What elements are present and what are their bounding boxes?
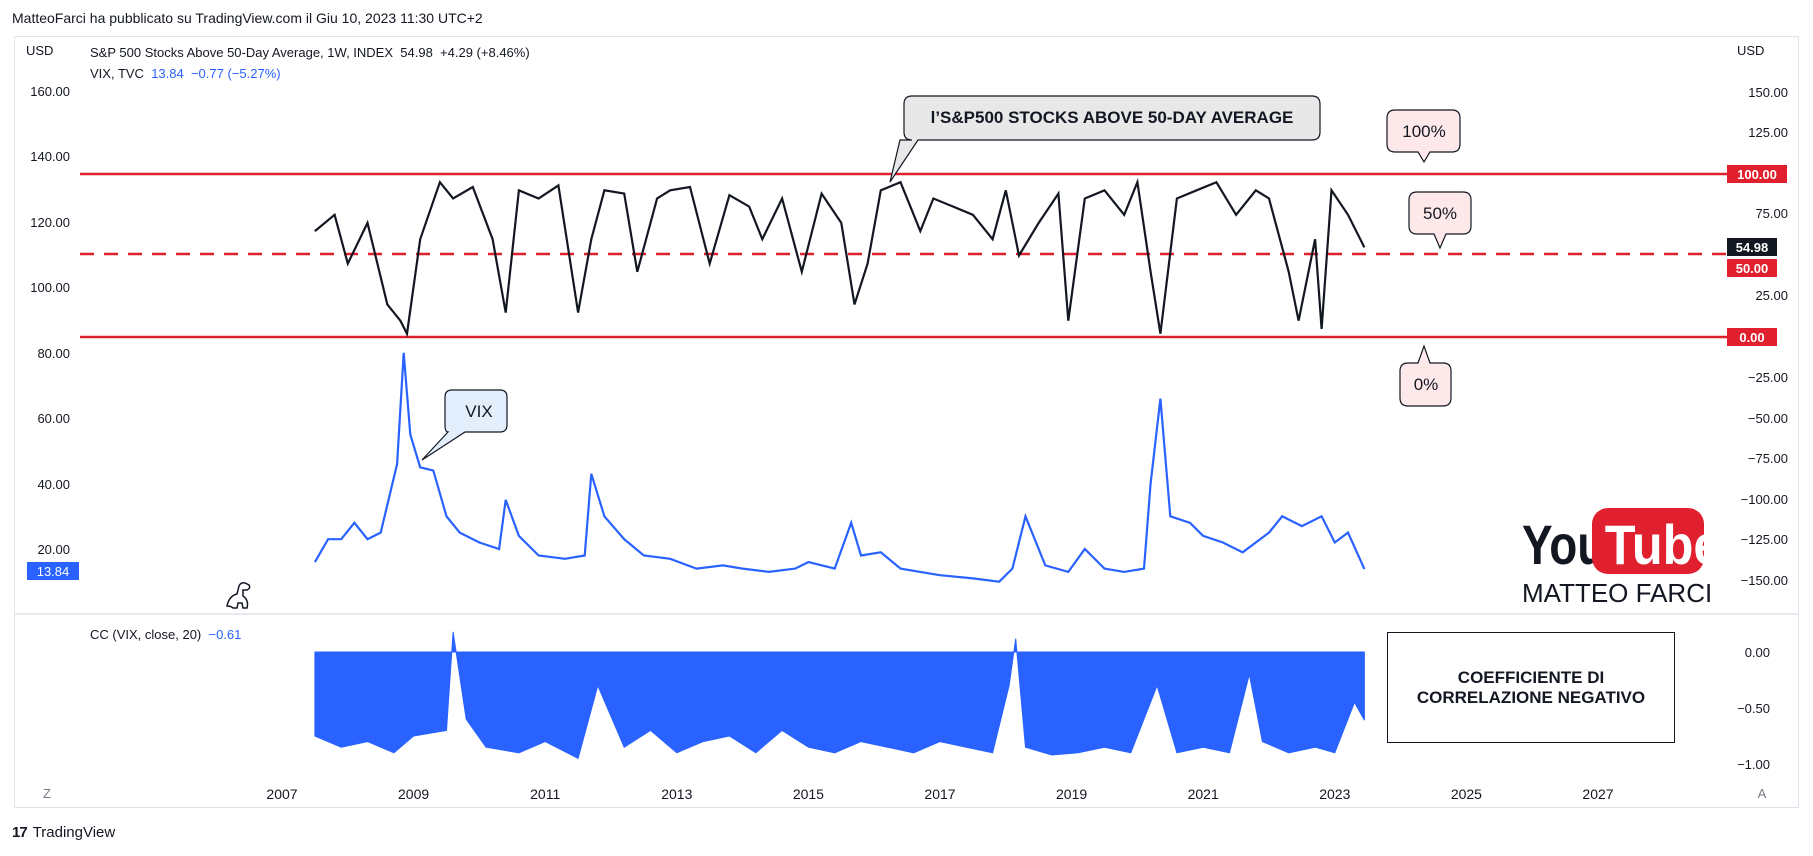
right-tick-label: 25.00 <box>1755 288 1788 303</box>
corr-line1: COEFFICIENTE DI <box>1457 667 1605 687</box>
x-tick-label: 2023 <box>1319 786 1350 802</box>
pct0-callout[interactable]: 0% <box>1399 344 1452 407</box>
cc-tick-label: 0.00 <box>1745 645 1770 660</box>
left-tick-label: 40.00 <box>37 477 70 492</box>
x-tick-label: 2021 <box>1188 786 1219 802</box>
vix-last-badge <box>27 562 79 580</box>
auto-scale-right-button[interactable]: A <box>1758 786 1767 801</box>
yt-word2: Tube <box>1605 515 1722 577</box>
publish-header: MatteoFarci ha pubblicato su TradingView… <box>12 10 483 26</box>
hl-top-label: 100.00 <box>1737 167 1777 182</box>
left-tick-label: 160.00 <box>30 84 70 99</box>
legend-vix-change: −0.77 (−5.27%) <box>190 66 281 81</box>
series-price-line[interactable] <box>314 178 1366 338</box>
x-tick-label: 2007 <box>266 786 297 802</box>
right-tick-label: −100.00 <box>1741 492 1788 507</box>
pct0-text: 0% <box>1414 375 1439 394</box>
chart-frame <box>14 36 1799 808</box>
legend-cc-name: CC (VIX, close, 20) <box>90 627 202 642</box>
title-callout[interactable]: l’S&P500 STOCKS ABOVE 50-DAY AVERAGE <box>889 95 1321 183</box>
legend-vix[interactable]: VIX, TVC 13.84 −0.77 (−5.27%) <box>90 66 281 81</box>
right-tick-label: −150.00 <box>1741 573 1788 588</box>
tradingview-logo-icon: 17 <box>12 824 28 841</box>
right-tick-label: −25.00 <box>1748 370 1788 385</box>
left-tick-label: 100.00 <box>30 280 70 295</box>
x-tick-label: 2015 <box>793 786 824 802</box>
x-tick-label: 2011 <box>530 786 560 802</box>
footer-brand: TradingView <box>32 824 116 841</box>
series-cc-area[interactable] <box>314 631 1365 760</box>
legend-cc[interactable]: CC (VIX, close, 20) −0.61 <box>90 627 241 642</box>
pct50-text: 50% <box>1423 204 1457 223</box>
x-tick-label: 2019 <box>1056 786 1087 802</box>
x-tick-label: 2017 <box>924 786 955 802</box>
pct100-callout[interactable]: 100% <box>1386 109 1461 164</box>
cc-tick-label: −0.50 <box>1737 701 1770 716</box>
yt-word1: You <box>1522 514 1605 576</box>
vix-callout-text: VIX <box>465 402 492 421</box>
x-tick-label: 2013 <box>661 786 692 802</box>
legend-vix-name: VIX, TVC <box>90 66 144 81</box>
title-callout-text: l’S&P500 STOCKS ABOVE 50-DAY AVERAGE <box>931 108 1294 127</box>
legend-main[interactable]: S&P 500 Stocks Above 50-Day Average, 1W,… <box>90 45 530 60</box>
x-tick-label: 2027 <box>1582 786 1613 802</box>
legend-vix-value: 13.84 <box>151 66 184 81</box>
correlation-note-box[interactable]: COEFFICIENTE DI CORRELAZIONE NEGATIVO <box>1387 632 1675 743</box>
left-axis-unit: USD <box>26 43 53 58</box>
legend-cc-value: −0.61 <box>208 627 242 642</box>
footer[interactable]: 17 TradingView <box>12 824 115 841</box>
yt-red-box <box>1592 508 1704 574</box>
right-tick-label: −125.00 <box>1741 532 1788 547</box>
pct50-callout[interactable]: 50% <box>1408 191 1472 250</box>
legend-main-name: S&P 500 Stocks Above 50-Day Average, 1W,… <box>90 45 394 60</box>
legend-main-value: 54.98 <box>400 45 433 60</box>
hl-mid-badge <box>1727 259 1777 277</box>
auto-scale-left-button[interactable]: Z <box>43 786 51 801</box>
cc-tick-label: −1.00 <box>1737 757 1770 772</box>
left-tick-label: 140.00 <box>30 149 70 164</box>
dino-icon <box>226 582 251 609</box>
pct100-text: 100% <box>1402 122 1445 141</box>
left-tick-label: 80.00 <box>37 346 70 361</box>
legend-main-change: +4.29 (+8.46%) <box>440 45 530 60</box>
corr-line2: CORRELAZIONE NEGATIVO <box>1416 687 1646 707</box>
series-vix-line[interactable] <box>313 352 1366 583</box>
hl-top-badge <box>1727 165 1787 183</box>
vix-callout[interactable]: VIX <box>421 389 508 461</box>
yt-name: MATTEO FARCI <box>1522 578 1712 608</box>
right-tick-label: 150.00 <box>1748 85 1788 100</box>
left-tick-label: 120.00 <box>30 215 70 230</box>
left-tick-label: 20.00 <box>37 542 70 557</box>
x-tick-label: 2025 <box>1451 786 1482 802</box>
left-tick-label: 60.00 <box>37 411 70 426</box>
hl-bottom-badge <box>1727 328 1777 346</box>
last-price-label: 54.98 <box>1736 240 1769 255</box>
right-tick-label: 125.00 <box>1748 125 1788 140</box>
x-tick-label: 2009 <box>398 786 429 802</box>
vix-last-label: 13.84 <box>37 564 70 579</box>
hl-bottom-label: 0.00 <box>1739 330 1764 345</box>
right-tick-label: −75.00 <box>1748 451 1788 466</box>
right-tick-label: −50.00 <box>1748 411 1788 426</box>
youtube-logo: You Tube MATTEO FARCI <box>1522 508 1722 608</box>
last-price-badge <box>1727 238 1777 256</box>
hl-mid-label: 50.00 <box>1736 261 1769 276</box>
right-tick-label: 75.00 <box>1755 206 1788 221</box>
right-axis-unit: USD <box>1737 43 1764 58</box>
